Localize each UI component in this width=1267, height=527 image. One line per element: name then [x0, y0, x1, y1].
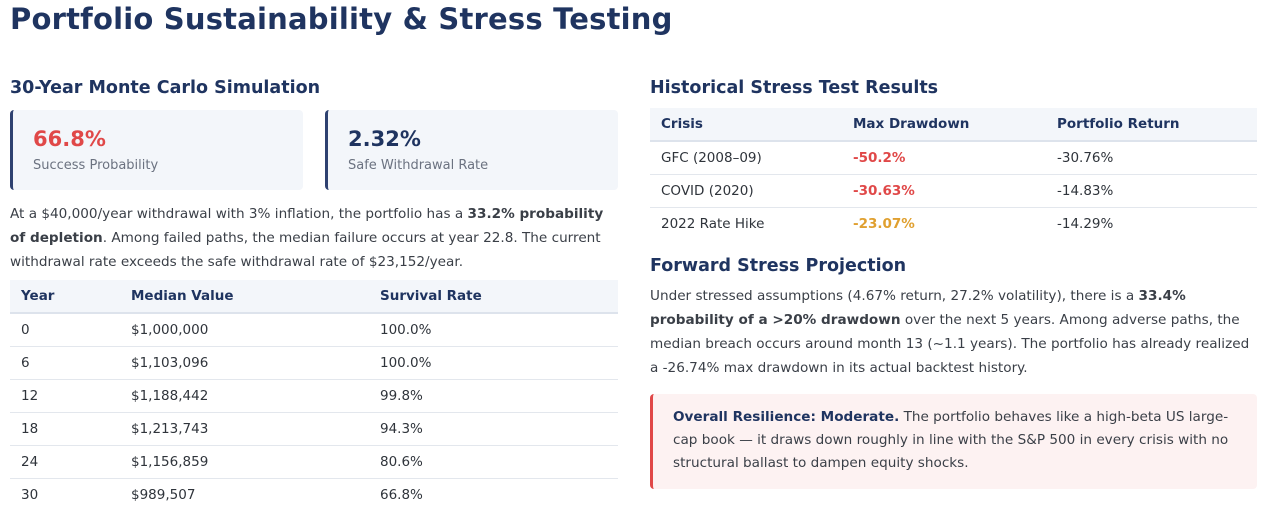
cell-year: 12 — [10, 379, 120, 413]
drawdown-probability: 33.4% probability of a >20% drawdown — [650, 288, 1186, 328]
kpi-value: 2.32% — [348, 127, 421, 151]
table-row: COVID (2020) -30.63% -14.83% — [650, 174, 1257, 208]
header-survival-rate: Survival Rate — [369, 280, 618, 314]
table-header-row: Year Median Value Survival Rate — [10, 280, 618, 314]
monte-carlo-summary: At a $40,000/year withdrawal with 3% inf… — [10, 206, 604, 270]
cell-max-drawdown: -30.63% — [842, 174, 1046, 208]
cell-median-value: $1,213,743 — [120, 412, 369, 446]
cell-portfolio-return: -14.29% — [1057, 215, 1114, 232]
cell-crisis: 2022 Rate Hike — [661, 215, 765, 232]
cell-median-value: $1,000,000 — [120, 313, 369, 347]
cell-year: 30 — [21, 486, 39, 503]
monte-carlo-heading: 30-Year Monte Carlo Simulation — [10, 78, 321, 98]
resilience-label: Overall Resilience: Moderate. — [673, 409, 900, 425]
monte-carlo-section: 30-Year Monte Carlo Simulation 66.8% Suc… — [10, 76, 618, 511]
resilience-text: The portfolio behaves like a high-beta U… — [673, 409, 1229, 471]
historical-heading: Historical Stress Test Results — [650, 78, 939, 98]
table-header-row: Crisis Max Drawdown Portfolio Return — [650, 108, 1257, 142]
header-year: Year — [10, 280, 120, 314]
kpi-value: 66.8% — [33, 127, 106, 151]
table-row: 12 $1,188,442 99.8% — [10, 379, 618, 413]
forward-summary: Under stressed assumptions (4.67% return… — [650, 288, 1250, 376]
cell-survival-rate: 100.0% — [369, 313, 618, 347]
kpi-row: 66.8% Success Probability 2.32% Safe Wit… — [10, 110, 618, 190]
kpi-label: Success Probability — [33, 158, 159, 173]
cell-portfolio-return: -14.83% — [1046, 174, 1257, 208]
kpi-safe-withdrawal-rate: 2.32% Safe Withdrawal Rate — [325, 110, 618, 190]
cell-survival-rate: 94.3% — [369, 412, 618, 446]
resilience-callout: Overall Resilience: Moderate. The portfo… — [650, 394, 1257, 489]
table-row: 18 $1,213,743 94.3% — [10, 412, 618, 446]
table-row: 24 $1,156,859 80.6% — [10, 445, 618, 479]
cell-survival-rate: 66.8% — [380, 486, 423, 503]
header-max-drawdown: Max Drawdown — [842, 108, 1046, 142]
table-row: 0 $1,000,000 100.0% — [10, 313, 618, 347]
page-title: Portfolio Sustainability & Stress Testin… — [10, 2, 673, 36]
kpi-label: Safe Withdrawal Rate — [348, 158, 489, 173]
table-row: 30 $989,507 66.8% — [10, 478, 618, 511]
cell-max-drawdown: -23.07% — [853, 215, 915, 232]
cell-median-value: $1,103,096 — [120, 346, 369, 380]
cell-year: 6 — [10, 346, 120, 380]
cell-crisis: GFC (2008–09) — [650, 141, 842, 175]
table-row: 2022 Rate Hike -23.07% -14.29% — [650, 207, 1257, 240]
kpi-success-probability: 66.8% Success Probability — [10, 110, 303, 190]
cell-max-drawdown: -50.2% — [842, 141, 1046, 175]
projection-table: Year Median Value Survival Rate 0 $1,000,… — [10, 280, 618, 511]
historical-stress-table: Crisis Max Drawdown Portfolio Return GFC… — [650, 108, 1257, 240]
cell-survival-rate: 80.6% — [369, 445, 618, 479]
header-median-value: Median Value — [120, 280, 369, 314]
depletion-probability: 33.2% probability of depletion — [10, 206, 604, 246]
header-crisis: Crisis — [650, 108, 842, 142]
table-row: GFC (2008–09) -50.2% -30.76% — [650, 141, 1257, 175]
stress-section: Historical Stress Test Results Crisis Ma… — [650, 76, 1257, 489]
cell-crisis: COVID (2020) — [650, 174, 842, 208]
cell-survival-rate: 100.0% — [369, 346, 618, 380]
forward-heading: Forward Stress Projection — [650, 256, 907, 276]
header-portfolio-return: Portfolio Return — [1046, 108, 1257, 142]
cell-median-value: $989,507 — [131, 486, 196, 503]
table-row: 6 $1,103,096 100.0% — [10, 346, 618, 380]
cell-portfolio-return: -30.76% — [1046, 141, 1257, 175]
cell-survival-rate: 99.8% — [369, 379, 618, 413]
cell-year: 0 — [10, 313, 120, 347]
cell-year: 18 — [10, 412, 120, 446]
cell-median-value: $1,188,442 — [120, 379, 369, 413]
cell-median-value: $1,156,859 — [120, 445, 369, 479]
cell-year: 24 — [10, 445, 120, 479]
